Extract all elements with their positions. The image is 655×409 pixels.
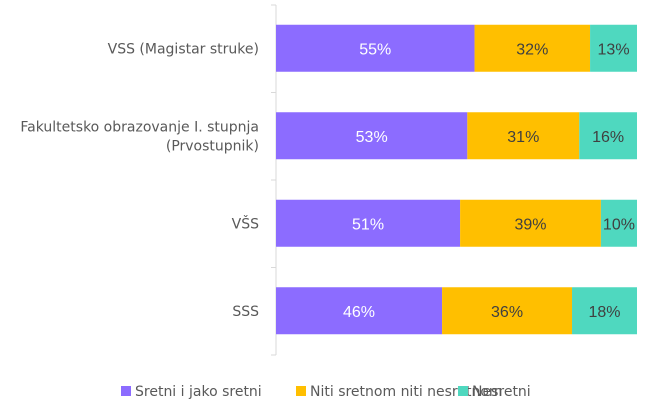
category-labels: VSS (Magistar struke) Fakultetsko obrazov… [20, 41, 259, 320]
bar-segment [600, 199, 637, 247]
bar-segment [276, 24, 475, 72]
legend-item: Nesretni [458, 384, 531, 400]
data-label: 10% [603, 216, 635, 233]
bar-segment [276, 199, 461, 247]
data-label: 39% [514, 216, 546, 233]
data-label: 36% [491, 304, 523, 321]
legend-label: Nesretni [472, 384, 531, 400]
bar-segment [442, 287, 573, 335]
data-label: 55% [359, 41, 391, 58]
legend-swatch [121, 386, 131, 396]
legend: Sretni i jako sretni Niti sretnom niti ne… [121, 384, 531, 400]
category-axis [271, 4, 277, 356]
data-label: 51% [352, 216, 384, 233]
data-label: 32% [516, 41, 548, 58]
bar-segment [579, 112, 637, 160]
bar-segment [572, 287, 637, 335]
data-label: 53% [356, 129, 388, 146]
data-label: 16% [592, 129, 624, 146]
category-label: VSS (Magistar struke) [108, 41, 259, 57]
bars: 55% 32% 13% 53% 31% 16% 51% 39% 10% 46% 36% 18% [276, 24, 637, 335]
legend-item: Sretni i jako sretni [121, 384, 262, 400]
data-label: 46% [343, 304, 375, 321]
bar-segment [474, 24, 591, 72]
legend-label: Sretni i jako sretni [135, 384, 262, 400]
legend-swatch [296, 386, 306, 396]
bar-segment [460, 199, 601, 247]
data-label: 31% [507, 129, 539, 146]
category-label: VŠS [232, 214, 259, 232]
category-label: SSS [232, 304, 259, 320]
data-label: 18% [588, 304, 620, 321]
bar-segment [276, 112, 468, 160]
bar-segment [590, 24, 637, 72]
bar-segment [467, 112, 580, 160]
legend-swatch [458, 386, 468, 396]
data-label: 13% [598, 41, 630, 58]
bar-segment [276, 287, 443, 335]
category-label: Fakultetsko obrazovanje I. stupnja (Prvos… [20, 119, 259, 154]
legend-item: Niti sretnom niti nesretnom [296, 384, 503, 400]
legend-label: Niti sretnom niti nesretnom [310, 384, 503, 400]
